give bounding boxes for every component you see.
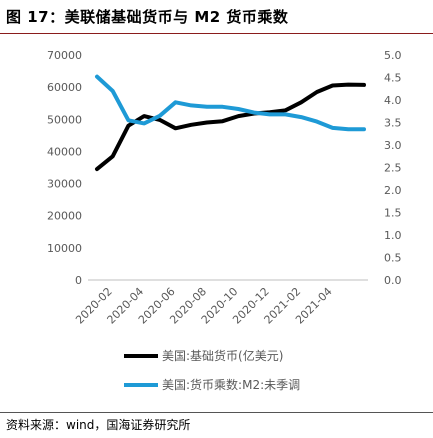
right-tick-label: 1.5 [384, 207, 402, 220]
series-line-m2-multiplier [95, 74, 366, 132]
x-axis-ticks: 2020-022020-042020-062020-082020-102020-… [73, 285, 335, 327]
figure-title: 图 17：美联储基础货币与 M2 货币乘数 [6, 8, 289, 26]
right-tick-label: 4.5 [384, 72, 402, 85]
right-tick-label: 0.0 [384, 274, 402, 287]
left-tick-label: 0 [75, 274, 82, 287]
right-tick-label: 3.0 [384, 139, 402, 152]
left-tick-label: 50000 [47, 113, 82, 126]
legend-label-base-money: 美国:基础货币(亿美元) [162, 348, 283, 363]
right-tick-label: 1.0 [384, 229, 402, 242]
left-tick-label: 60000 [47, 81, 82, 94]
series-line-base-money [95, 82, 366, 172]
right-tick-label: 2.5 [384, 162, 402, 175]
left-tick-label: 70000 [47, 49, 82, 62]
dual-axis-line-chart: 0 10000 20000 30000 40000 50000 60000 70000 0.0… [47, 49, 402, 392]
source-divider [0, 412, 433, 413]
left-tick-label: 10000 [47, 242, 82, 255]
title-divider [0, 33, 433, 34]
series-lines [95, 74, 366, 172]
left-tick-label: 40000 [47, 145, 82, 158]
right-tick-label: 4.0 [384, 94, 402, 107]
right-tick-label: 2.0 [384, 184, 402, 197]
right-tick-label: 0.5 [384, 252, 402, 265]
left-axis-ticks: 0 10000 20000 30000 40000 50000 60000 70000 [47, 49, 82, 287]
right-tick-label: 5.0 [384, 49, 402, 62]
left-tick-label: 20000 [47, 210, 82, 223]
right-tick-label: 3.5 [384, 117, 402, 130]
legend-label-m2-multiplier: 美国:货币乘数:M2:未季调 [162, 377, 300, 392]
source-note: 资料来源：wind，国海证券研究所 [6, 418, 191, 432]
left-tick-label: 30000 [47, 178, 82, 191]
legend: 美国:基础货币(亿美元) 美国:货币乘数:M2:未季调 [124, 348, 300, 392]
right-axis-ticks: 0.0 0.5 1.0 1.5 2.0 2.5 3.0 3.5 4.0 4.5 5.0 [384, 49, 402, 287]
